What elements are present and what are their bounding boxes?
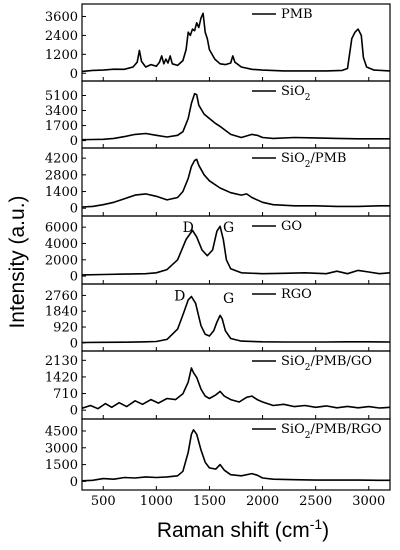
y-tick-label: 2000: [45, 253, 78, 268]
y-tick-label: 5100: [45, 89, 78, 104]
x-axis-title-close: ): [322, 519, 329, 542]
peak-label-d: D: [183, 220, 194, 236]
y-tick-label: 710: [53, 387, 78, 402]
legend-label: PMB: [281, 7, 313, 22]
y-tick-label: 0: [70, 404, 78, 419]
y-axis-title: Intensity (a.u.): [6, 195, 29, 328]
legend-label-part: SiO: [281, 84, 305, 99]
y-tick-label: 3600: [45, 10, 78, 25]
legend-label: GO: [281, 219, 302, 234]
peak-label-g: G: [223, 220, 234, 236]
legend-label: SiO2/PMB/GO: [281, 354, 372, 373]
series-line-sio2-pmb-rgo: [81, 429, 390, 482]
y-tick-label: 4000: [45, 237, 78, 252]
x-axis: 500 1000 1500 2000 2500 3000: [91, 494, 385, 509]
y-tick-label: 2760: [45, 289, 78, 304]
y-tick-label: 0: [70, 270, 78, 285]
legend-label-part: 2: [305, 93, 311, 103]
y-tick-label: 0: [70, 475, 78, 490]
y-tick-label: 3400: [45, 104, 78, 119]
x-tick-label: 1000: [140, 494, 173, 509]
series-line-go: [81, 225, 391, 276]
series-line-pmb: [81, 12, 391, 73]
series-line-rgo: [81, 295, 391, 344]
y-tick-label: 2130: [45, 354, 78, 369]
legend-label-part: /PMB/RGO: [310, 422, 381, 437]
y-tick-label: 1700: [45, 119, 78, 134]
y-tick-label: 1500: [45, 458, 78, 473]
y-tick-label: 4500: [45, 424, 78, 439]
y-tick-label: 1420: [45, 370, 78, 385]
y-tick-label: 920: [53, 321, 78, 336]
y-tick-label: 2800: [45, 168, 78, 183]
y-tick-label: 0: [70, 202, 78, 217]
x-tick-label: 500: [91, 494, 116, 509]
series-line-sio2-pmb-go: [81, 367, 391, 410]
x-tick-label: 2500: [299, 494, 332, 509]
y-tick-label: 1200: [45, 48, 78, 63]
x-axis-title-main: Raman shift (cm: [157, 519, 310, 542]
y-tick-label: 0: [70, 134, 78, 149]
legend-label-part: 2: [305, 431, 311, 441]
legend-label-part: RGO: [281, 287, 312, 302]
legend-label-part: 2: [305, 363, 311, 373]
legend-label: SiO2/PMB: [281, 151, 346, 170]
peak-label-g: G: [223, 291, 234, 307]
legend-label-part: SiO: [281, 151, 305, 166]
legend-label-part: PMB: [281, 7, 313, 22]
legend-label-part: SiO: [281, 354, 305, 369]
x-tick-label: 2000: [246, 494, 279, 509]
panel-frame: [81, 283, 391, 352]
x-axis-title-sup: -1: [310, 516, 323, 532]
legend-label: SiO2: [281, 84, 310, 103]
series-line-sio2: [81, 92, 390, 141]
x-tick-label: 3000: [352, 494, 385, 509]
legend-label: SiO2/PMB/RGO: [281, 422, 382, 441]
legend-label-part: 2: [305, 160, 311, 170]
legend-label: RGO: [281, 287, 312, 302]
y-tick-label: 0: [70, 67, 78, 82]
peak-label-d: D: [174, 288, 185, 304]
legend-label-part: /PMB/GO: [310, 354, 371, 369]
x-axis-title: Raman shift (cm-1): [157, 516, 329, 542]
x-tick-label: 1500: [193, 494, 226, 509]
legend-label-part: /PMB: [310, 151, 346, 166]
y-tick-label: 3000: [45, 441, 78, 456]
legend-label-part: SiO: [281, 422, 305, 437]
y-tick-label: 1400: [45, 185, 78, 200]
y-tick-label: 0: [70, 336, 78, 351]
panel-frame: [81, 418, 391, 491]
y-tick-label: 2400: [45, 29, 78, 44]
panel-0: 0 1200 2400 3600 PMB: [45, 3, 391, 82]
legend-label-part: GO: [281, 219, 302, 234]
series-line-sio2-pmb: [81, 158, 390, 208]
y-tick-label: 1840: [45, 305, 78, 320]
panel-6: 0 1500 3000 4500 SiO2/PMB/RGO: [45, 418, 391, 491]
y-tick-label: 6000: [45, 221, 78, 236]
y-tick-label: 4200: [45, 152, 78, 167]
